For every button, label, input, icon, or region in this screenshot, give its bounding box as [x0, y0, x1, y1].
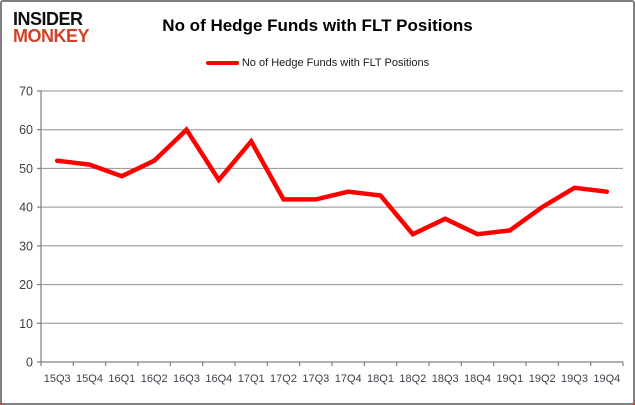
x-tick-label-19Q4: 19Q4 — [593, 373, 620, 385]
y-tick-label-50: 50 — [19, 162, 33, 176]
y-tick-label-40: 40 — [19, 201, 33, 215]
chart-title: No of Hedge Funds with FLT Positions — [162, 16, 473, 35]
y-tick-label-10: 10 — [19, 317, 33, 331]
series-line — [54, 126, 610, 237]
y-tick-label-30: 30 — [19, 239, 33, 253]
logo-line-insider: INSIDER — [13, 9, 83, 29]
x-tick-label-16Q4: 16Q4 — [205, 373, 232, 385]
x-tick-label-17Q1: 17Q1 — [238, 373, 265, 385]
x-tick-label-18Q3: 18Q3 — [432, 373, 459, 385]
insider-monkey-logo: INSIDER MONKEY — [13, 9, 90, 47]
x-tick-label-19Q3: 19Q3 — [561, 373, 588, 385]
logo-line-monkey: MONKEY — [13, 26, 90, 47]
y-tick-label-0: 0 — [26, 356, 33, 370]
legend: No of Hedge Funds with FLT Positions — [2, 57, 633, 69]
x-tick-label-16Q2: 16Q2 — [141, 373, 168, 385]
x-tick-label-18Q1: 18Q1 — [367, 373, 394, 385]
x-tick-label-19Q2: 19Q2 — [529, 373, 556, 385]
x-tick-label-18Q2: 18Q2 — [399, 373, 426, 385]
legend-line-swatch — [205, 61, 239, 65]
x-tick-label-16Q1: 16Q1 — [108, 373, 135, 385]
x-tick-label-17Q4: 17Q4 — [335, 373, 362, 385]
x-tick-label-15Q4: 15Q4 — [76, 373, 103, 385]
x-tick-label-19Q1: 19Q1 — [496, 373, 523, 385]
x-tick-label-16Q3: 16Q3 — [173, 373, 200, 385]
y-tick-label-60: 60 — [19, 123, 33, 137]
x-tick-label-18Q4: 18Q4 — [464, 373, 491, 385]
legend-label: No of Hedge Funds with FLT Positions — [241, 57, 430, 69]
x-tick-label-17Q2: 17Q2 — [270, 373, 297, 385]
y-tick-label-70: 70 — [19, 85, 33, 99]
x-tick-label-15Q3: 15Q3 — [44, 373, 71, 385]
x-tick-label-17Q3: 17Q3 — [302, 373, 329, 385]
y-tick-label-20: 20 — [19, 278, 33, 292]
